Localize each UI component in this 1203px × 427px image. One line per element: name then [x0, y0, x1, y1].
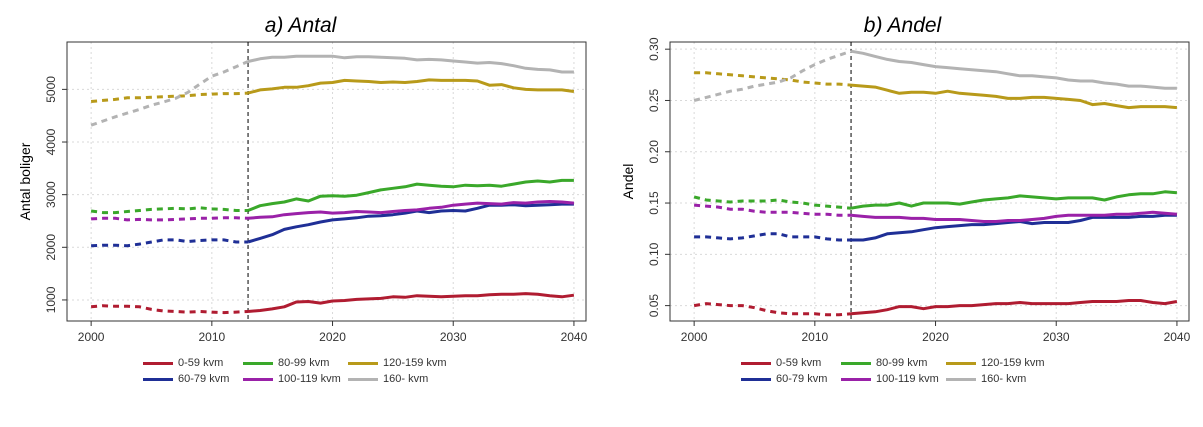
legend-swatch: [348, 377, 378, 381]
legend-label: 120-159 kvm: [981, 357, 1045, 369]
legend-swatch: [348, 361, 378, 365]
y-axis-title: Andel: [620, 164, 636, 200]
chart-antal: 2000 2010 2020 2030 2040 1000 2000 3000 4000 5000…: [17, 41, 588, 344]
y-tick-label: 4000: [44, 128, 58, 155]
y-tick-label: 0.10: [647, 242, 661, 266]
series-line: [850, 83, 1178, 110]
legend-swatch: [741, 377, 771, 381]
series-line-dashed: [91, 238, 248, 248]
legend-label: 120-159 kvm: [383, 357, 447, 369]
panel-title: a) Antal: [264, 14, 337, 37]
series-line: [247, 78, 575, 95]
y-axis-title: Antal boliger: [17, 142, 33, 220]
series-line-dashed: [90, 206, 248, 215]
series-line-dashed: [693, 302, 852, 317]
plot-frame: [66, 41, 587, 322]
y-tick-label: 1000: [44, 286, 58, 313]
chart-andel: 2000 2010 2020 2030 2040 0.05 0.10 0.15 0.20 0.25…: [620, 37, 1191, 344]
legend-item: 160- kvm: [946, 371, 1026, 387]
legend-swatch: [741, 361, 771, 365]
legend-swatch: [243, 361, 273, 365]
legend-label: 100-119 kvm: [876, 373, 939, 385]
legend-label: 0-59 kvm: [776, 357, 822, 369]
series-line-dashed: [693, 49, 852, 102]
panel-antal: a) Antal 2000 2010 2020 2030 2040 1000 2000 300…: [0, 0, 601, 427]
legend-swatch: [841, 377, 871, 381]
legend-swatch: [143, 361, 173, 365]
y-tick-label: 3000: [44, 181, 58, 208]
x-tick-label: 2040: [1164, 330, 1191, 344]
legend-item: 100-119 kvm: [243, 371, 341, 387]
series-line: [850, 299, 1178, 316]
series-line: [247, 200, 575, 220]
y-tick-label: 2000: [44, 234, 58, 261]
series-line: [850, 190, 1178, 210]
legend-item: 0-59 kvm: [741, 355, 821, 371]
y-tick-label: 0.20: [647, 140, 661, 164]
series-line-dashed: [693, 195, 852, 210]
x-tick-label: 2000: [681, 330, 708, 344]
legend-item: 80-99 kvm: [243, 355, 329, 371]
series-line-dashed: [694, 232, 851, 242]
legend-label: 100-119 kvm: [278, 373, 341, 385]
x-tick-label: 2020: [922, 330, 949, 344]
x-tick-label: 2000: [78, 330, 105, 344]
y-tick-label: 5000: [44, 76, 58, 103]
legend-label: 60-79 kvm: [776, 373, 828, 385]
legend-label: 160- kvm: [383, 373, 429, 385]
x-tick-label: 2030: [1043, 330, 1070, 344]
legend-item: 60-79 kvm: [143, 371, 229, 387]
legend-item: 120-159 kvm: [348, 355, 447, 371]
y-tick-label: 0.25: [647, 88, 661, 112]
series-line: [247, 54, 574, 74]
series-line: [247, 292, 575, 313]
y-tick-label: 0.30: [647, 37, 661, 61]
legend: 0-59 kvm 80-99 kvm 120-159 kvm 60-79 kvm 100…: [0, 355, 601, 395]
legend-label: 60-79 kvm: [178, 373, 230, 385]
legend-label: 80-99 kvm: [876, 357, 928, 369]
legend-label: 80-99 kvm: [278, 357, 330, 369]
series-line-dashed: [694, 71, 852, 87]
legend-item: 80-99 kvm: [841, 355, 927, 371]
series-line: [850, 49, 1177, 90]
legend-label: 160- kvm: [981, 373, 1027, 385]
series-line: [247, 202, 574, 244]
x-tick-label: 2040: [561, 330, 588, 344]
panel-title: b) Andel: [863, 14, 942, 37]
legend-item: 0-59 kvm: [143, 355, 223, 371]
x-tick-label: 2020: [319, 330, 346, 344]
legend: 0-59 kvm 80-99 kvm 120-159 kvm 60-79 kvm 100…: [602, 355, 1203, 395]
plot-frame: [669, 41, 1190, 322]
series-line-dashed: [90, 91, 249, 103]
legend-item: 120-159 kvm: [946, 355, 1045, 371]
legend-item: 60-79 kvm: [741, 371, 827, 387]
legend-swatch: [243, 377, 273, 381]
legend-label: 0-59 kvm: [178, 357, 224, 369]
legend-swatch: [143, 377, 173, 381]
legend-item: 100-119 kvm: [841, 371, 939, 387]
legend-swatch: [946, 377, 976, 381]
x-tick-label: 2030: [440, 330, 467, 344]
legend-swatch: [946, 361, 976, 365]
y-tick-label: 0.05: [647, 294, 661, 318]
series-line: [850, 210, 1178, 223]
series-line: [247, 178, 574, 212]
series-line-dashed: [91, 216, 249, 222]
legend-swatch: [841, 361, 871, 365]
series-line-dashed: [90, 60, 249, 127]
x-tick-label: 2010: [198, 330, 225, 344]
series-line-dashed: [90, 304, 249, 315]
series-line-dashed: [693, 203, 851, 217]
x-tick-label: 2010: [801, 330, 828, 344]
y-tick-label: 0.15: [647, 191, 661, 215]
legend-item: 160- kvm: [348, 371, 428, 387]
panel-andel: b) Andel 2000 2010 2020 2030 2040 0.05 0.10 0.1…: [602, 0, 1203, 427]
